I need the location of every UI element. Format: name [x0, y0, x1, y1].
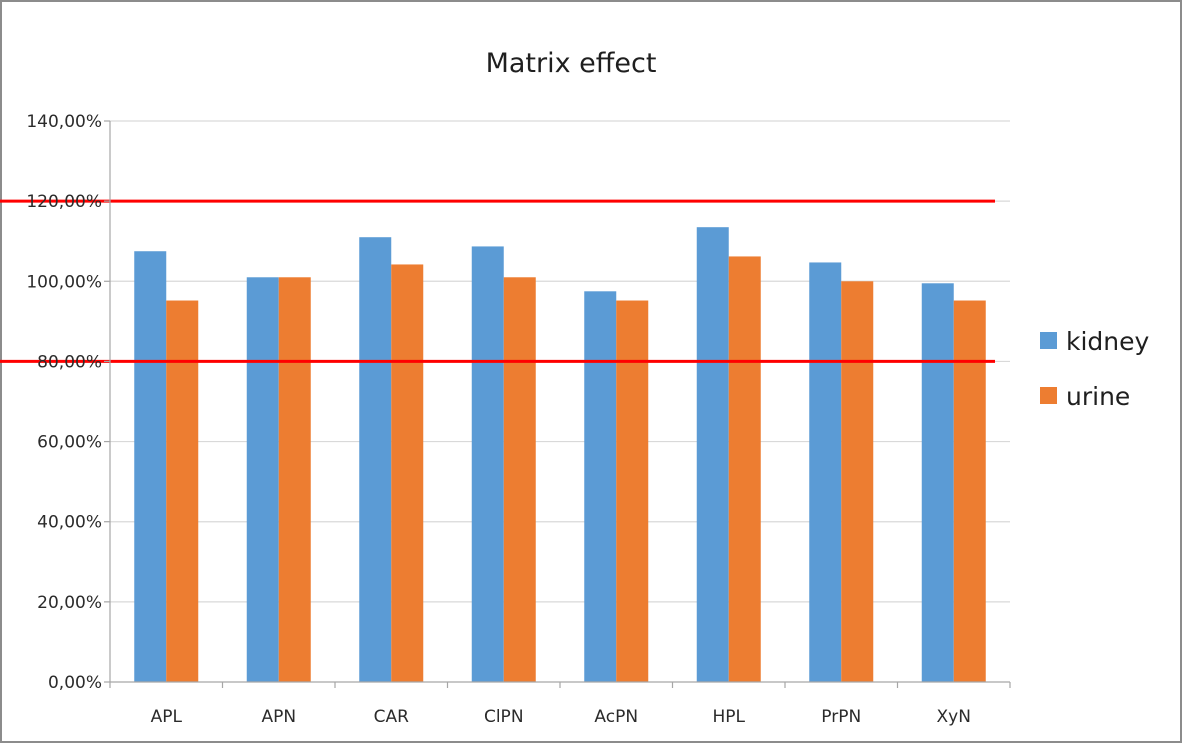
x-tick-label: AcPN — [594, 707, 638, 727]
y-tick-label: 60,00% — [37, 433, 102, 453]
bar-urine — [728, 256, 761, 682]
bars-layer — [134, 227, 986, 683]
reference-lines-layer — [0, 199, 995, 363]
legend-swatch-kidney — [1040, 332, 1057, 349]
x-tick-label: HPL — [712, 707, 745, 727]
bar-urine — [503, 277, 536, 682]
bar-urine — [953, 300, 986, 682]
x-tick-label: APN — [261, 707, 296, 727]
y-tick-label: 120,00% — [26, 192, 102, 212]
bar-urine — [278, 277, 311, 682]
y-tick-label: 140,00% — [26, 112, 102, 132]
legend: kidney urine — [1040, 327, 1150, 411]
y-tick-label: 40,00% — [37, 513, 102, 533]
bar-kidney — [359, 237, 392, 682]
bar-kidney — [809, 262, 842, 682]
x-tick-label: ClPN — [484, 707, 524, 727]
x-tick-label: CAR — [374, 707, 409, 727]
y-tick-label: 80,00% — [37, 352, 102, 372]
x-tick-label: XyN — [937, 707, 971, 727]
bar-kidney — [134, 251, 167, 682]
bar-kidney — [921, 283, 954, 682]
chart-title: Matrix effect — [485, 48, 657, 79]
bar-urine — [391, 264, 424, 682]
bar-urine — [166, 300, 199, 682]
bar-kidney — [584, 291, 617, 682]
legend-label-kidney: kidney — [1066, 327, 1150, 356]
bar-kidney — [246, 277, 279, 682]
y-tick-label: 0,00% — [48, 673, 102, 693]
x-tick-label: APL — [151, 707, 183, 727]
legend-label-urine: urine — [1066, 382, 1130, 411]
y-tick-label: 20,00% — [37, 593, 102, 613]
bar-urine — [841, 281, 874, 682]
bar-kidney — [696, 227, 729, 683]
x-tick-label: PrPN — [821, 707, 861, 727]
legend-swatch-urine — [1040, 387, 1057, 404]
y-tick-label: 100,00% — [26, 272, 102, 292]
bar-urine — [616, 300, 649, 682]
bar-kidney — [471, 246, 504, 682]
axis-layer: 0,00% 20,00% 40,00% 60,00% 80,00% 100,00% 120,… — [26, 112, 1011, 727]
